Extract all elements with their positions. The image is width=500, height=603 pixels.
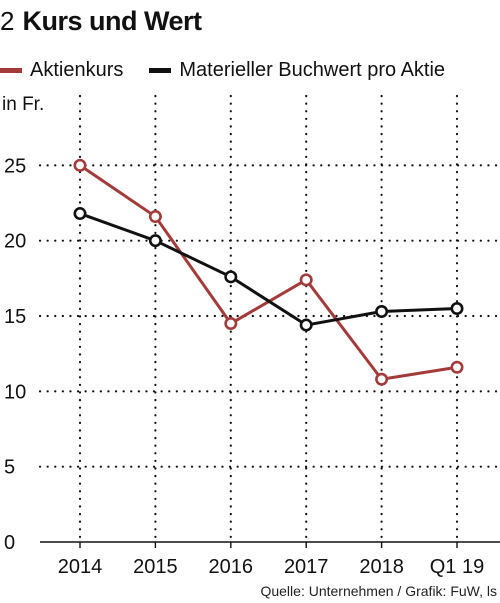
point-buchwert-3: [299, 318, 313, 332]
x-tick-label-0: 2014: [58, 556, 103, 578]
y-tick-label-5: 5: [4, 457, 15, 479]
point-buchwert-5: [450, 301, 464, 315]
x-tick-label-4: 2018: [359, 556, 404, 578]
y-tick-label-10: 10: [4, 381, 26, 403]
y-tick-label-0: 0: [4, 532, 15, 554]
point-aktienkurs-0: [73, 158, 87, 172]
legend-label-aktienkurs: Aktienkurs: [30, 58, 124, 81]
point-aktienkurs-4: [375, 372, 389, 386]
series-line-aktienkurs: [79, 164, 458, 381]
point-buchwert-4: [375, 304, 389, 318]
source-note: Quelle: Unternehmen / Grafik: FuW, ls: [260, 583, 497, 599]
y-tick-label-15: 15: [4, 306, 26, 328]
y-axis-unit-label: in Fr.: [2, 94, 45, 115]
legend-swatch-aktienkurs: [0, 67, 22, 73]
chart-title: Kurs und Wert: [22, 6, 202, 36]
figure-number: 2: [0, 6, 15, 36]
point-buchwert-1: [148, 234, 162, 248]
y-tick-label-25: 25: [4, 155, 26, 177]
point-aktienkurs-3: [299, 273, 313, 287]
point-buchwert-0: [73, 207, 87, 221]
x-tick-label-2: 2016: [209, 556, 254, 578]
legend-item-buchwert: Materieller Buchwert pro Aktie: [149, 59, 445, 82]
point-aktienkurs-2: [224, 317, 238, 331]
x-tick-label-5: Q1 19: [430, 556, 484, 578]
y-tick-label-20: 20: [4, 231, 26, 253]
point-aktienkurs-5: [450, 360, 464, 374]
point-aktienkurs-1: [148, 210, 162, 224]
legend-swatch-buchwert: [149, 67, 172, 73]
series-line-buchwert: [79, 212, 458, 327]
legend-label-buchwert: Materieller Buchwert pro Aktie: [179, 58, 446, 81]
chart-header: 2 Kurs und Wert: [0, 6, 202, 42]
legend-item-aktienkurs: Aktienkurs: [0, 59, 123, 82]
legend: Aktienkurs Materieller Buchwert pro Akti…: [0, 56, 471, 84]
point-buchwert-2: [224, 270, 238, 284]
x-tick-label-1: 2015: [133, 556, 178, 578]
x-tick-label-3: 2017: [284, 556, 329, 578]
